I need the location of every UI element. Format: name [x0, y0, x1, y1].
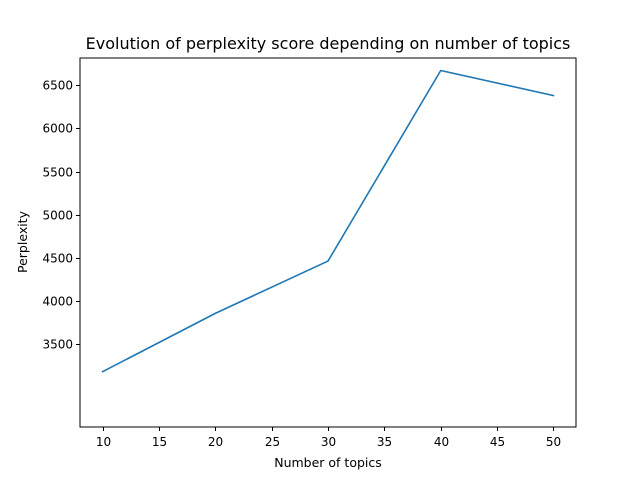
y-axis-label: Perplexity: [15, 210, 30, 273]
x-tick-label: 45: [490, 435, 505, 449]
y-tick-label: 3500: [42, 338, 73, 352]
y-tick-label: 6000: [42, 122, 73, 136]
y-tick-label: 6500: [42, 79, 73, 93]
x-tick-label: 40: [434, 435, 449, 449]
chart-title: Evolution of perplexity score depending …: [86, 34, 571, 53]
x-tick-label: 35: [377, 435, 392, 449]
series-line: [101, 69, 555, 373]
y-tick-label: 5000: [42, 209, 73, 223]
x-axis-label: Number of topics: [274, 455, 382, 470]
plot-area: [79, 57, 577, 428]
x-tick-label: 10: [96, 435, 111, 449]
x-tick-label: 30: [321, 435, 336, 449]
x-tick-label: 50: [546, 435, 561, 449]
y-tick-label: 4000: [42, 295, 73, 309]
x-axis: 10 15 20 25 30 35 40 45 50: [96, 427, 561, 449]
x-tick-label: 15: [152, 435, 167, 449]
y-axis: 3500 4000 4500 5000 5500 6000 6500: [42, 79, 80, 352]
y-tick-label: 5500: [42, 166, 73, 180]
x-tick-label: 20: [208, 435, 223, 449]
x-tick-label: 25: [265, 435, 280, 449]
y-tick-label: 4500: [42, 252, 73, 266]
plot-frame: [79, 57, 577, 428]
